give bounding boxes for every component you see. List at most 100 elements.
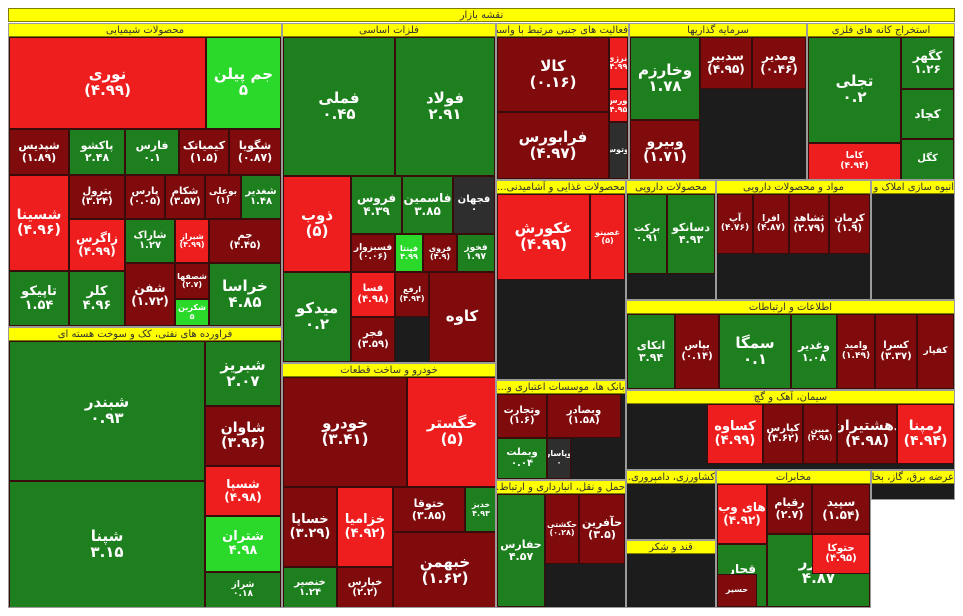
symbol-tile[interactable]: سمگا ۰.۱ (719, 314, 791, 389)
symbol-tile[interactable]: فرابورس (۴.۹۷) (497, 112, 609, 179)
symbol-tile[interactable]: نوری (۴.۹۹) (9, 37, 206, 129)
symbol-tile[interactable]: شبندر ۰.۹۳ (9, 341, 205, 481)
symbol-tile[interactable]: حکشتی (۰.۲۸) (545, 494, 579, 564)
symbol-tile[interactable]: انرژی(۴.۹۹) (609, 37, 628, 89)
symbol-tile[interactable]: فروی (۴.۹) (423, 234, 457, 272)
symbol-tile[interactable]: بوعلی (۱) (205, 175, 241, 219)
symbol-tile[interactable]: رمپنا (۴.۹۴) (897, 404, 954, 464)
sector-header[interactable]: محصولات غذایی و آشامیدنی... (497, 181, 625, 194)
symbol-tile[interactable]: شکربن ۵ (175, 299, 209, 326)
symbol-tile[interactable]: کچاد (901, 89, 954, 139)
symbol-tile[interactable]: خنصیر ۱.۲۴ (283, 567, 337, 607)
symbol-tile[interactable]: رقیام (۲.۷) (767, 484, 812, 534)
sector-header[interactable]: محصولات دارویی (627, 181, 715, 194)
symbol-tile[interactable]: وتجارت (۱.۶) (497, 394, 547, 438)
symbol-tile[interactable]: فولاد ۲.۹۱ (395, 37, 495, 176)
symbol-tile[interactable]: مبین (۴.۹۸) (803, 404, 837, 464)
symbol-tile[interactable]: شاوان (۳.۹۶) (205, 406, 281, 466)
symbol-tile[interactable]: خدیز ۴.۹۳ (465, 487, 495, 532)
symbol-tile[interactable]: شسینا (۴.۹۶) (9, 175, 69, 271)
symbol-tile[interactable]: فسبزوار (۰.۰۶) (351, 234, 395, 272)
symbol-tile[interactable]: سپید (۱.۵۴) (812, 484, 870, 534)
symbol-tile[interactable]: وامید (۱.۴۹) (837, 314, 875, 389)
symbol-tile[interactable]: شراز ۰.۱۸ (205, 572, 281, 607)
symbol-tile[interactable]: شیراز (۴.۹۹) (175, 219, 209, 263)
symbol-tile[interactable]: خساپا (۳.۲۹) (283, 487, 337, 567)
sector-header[interactable]: سرمایه گذاریها (630, 24, 806, 37)
symbol-tile[interactable]: شصفها (۲.۷) (175, 263, 209, 299)
symbol-tile[interactable]: بورس(۴.۹۵) (609, 89, 628, 122)
symbol-tile[interactable]: وخارزم ۱.۷۸ (630, 37, 700, 120)
symbol-tile[interactable]: کساوه (۴.۹۹) (707, 404, 763, 464)
symbol-tile[interactable]: وبصادر (۱.۵۸) (547, 394, 621, 438)
symbol-tile[interactable]: کیمیاتک (۱.۵) (179, 129, 229, 175)
symbol-tile[interactable]: خزامیا (۴.۹۲) (337, 487, 393, 567)
symbol-tile[interactable]: ختوقا (۳.۸۵) (393, 487, 465, 532)
symbol-tile[interactable]: وبملت ۰.۰۴ (497, 438, 547, 479)
symbol-tile[interactable]: ثشاهد (۲.۷۹) (789, 194, 829, 254)
sector-header[interactable]: قند و شکر (627, 541, 715, 554)
symbol-tile[interactable]: فسا (۴.۹۸) (351, 272, 395, 317)
sector-header[interactable]: فعالیت های جنبی مرتبط با واسطه گ... (497, 24, 628, 37)
symbol-tile[interactable]: شبریز ۲.۰۷ (205, 341, 281, 406)
symbol-tile[interactable]: شغدیر ۱.۴۸ (241, 175, 281, 219)
symbol-tile[interactable]: غکورش (۴.۹۹) (497, 194, 590, 280)
sector-header[interactable]: فراورده های نفتی، کک و سوخت هسته ای (9, 328, 281, 341)
sector-header[interactable]: استخراج کانه های فلزی (808, 24, 954, 37)
symbol-tile[interactable]: کگهر ۱.۲۶ (901, 37, 954, 89)
symbol-tile[interactable]: حتوکا (۴.۹۵) (812, 534, 870, 574)
symbol-tile[interactable]: ذوب (۵) (283, 176, 351, 272)
symbol-tile[interactable]: کپارس (۴.۶۲) (763, 404, 803, 464)
sector-header[interactable]: حمل و نقل، انبارداری و ارتباط... (497, 481, 625, 494)
symbol-tile[interactable]: فاسمین ۳.۸۵ (402, 176, 453, 234)
symbol-tile[interactable]: ارفع (۴.۹۴) (395, 272, 429, 317)
symbol-tile[interactable]: شکام (۳.۵۷) (165, 175, 205, 219)
symbol-tile[interactable]: شگویا (۰.۸۷) (229, 129, 281, 175)
symbol-tile[interactable]: شپنا ۳.۱۵ (9, 481, 205, 607)
sector-header[interactable]: بانک ها، موسسات اعتباری و... (497, 381, 625, 394)
symbol-tile[interactable]: زاگرس (۴.۹۹) (69, 219, 125, 271)
symbol-tile[interactable]: آپ (۴.۷۶) (717, 194, 753, 254)
symbol-tile[interactable]: شتران ۴.۹۸ (205, 516, 281, 572)
sector-header[interactable]: مخابرات (717, 471, 870, 484)
symbol-tile[interactable]: های وب (۴.۹۲) (717, 484, 767, 544)
symbol-tile[interactable]: دسانکو ۴.۹۳ (667, 194, 715, 274)
symbol-tile[interactable]: فپنتا ۴.۹۹ (395, 234, 423, 272)
symbol-tile[interactable]: کالا (۰.۱۶) (497, 37, 609, 112)
symbol-tile[interactable]: پارس (۰.۰۵) (125, 175, 165, 219)
symbol-tile[interactable]: ومدیر (۰.۴۶) (752, 37, 806, 89)
symbol-tile[interactable]: تجلی ۰.۲ (808, 37, 901, 143)
symbol-tile[interactable]: فملی ۰.۴۵ (283, 37, 395, 176)
symbol-tile[interactable]: پاکشو ۲.۴۸ (69, 129, 125, 175)
sector-header[interactable]: فلزات اساسی (283, 24, 495, 37)
symbol-tile[interactable]: حآفرین (۳.۵) (579, 494, 625, 564)
sector-header[interactable]: محصولات شیمیایی (9, 24, 281, 37)
symbol-tile[interactable]: غصینو (۵) (590, 194, 625, 280)
symbol-tile[interactable]: خراسا ۴.۸۵ (209, 263, 281, 326)
symbol-tile[interactable]: شسپا (۴.۹۸) (205, 466, 281, 516)
symbol-tile[interactable]: خودرو (۳.۴۱) (283, 377, 407, 487)
symbol-tile[interactable]: اتکای ۳.۹۴ (627, 314, 675, 389)
symbol-tile[interactable]: لوتوس (609, 122, 628, 179)
symbol-tile[interactable]: کرمان (۱.۹) (829, 194, 870, 254)
symbol-tile[interactable]: دهشتیران(۴.۹۸) (837, 404, 897, 464)
sector-header[interactable]: خودرو و ساخت قطعات (283, 364, 495, 377)
symbol-tile[interactable]: کفپار (917, 314, 954, 389)
symbol-tile[interactable]: حسیر (717, 574, 757, 607)
symbol-tile[interactable]: کاما (۴.۹۴) (808, 143, 901, 179)
symbol-tile[interactable]: فجر (۳.۵۹) (351, 317, 395, 362)
symbol-tile[interactable]: جم پیلن ۵ (206, 37, 281, 129)
symbol-tile[interactable]: فخوز ۱.۹۷ (457, 234, 495, 272)
symbol-tile[interactable]: خگستر (۵) (407, 377, 495, 487)
symbol-tile[interactable]: کسرا (۳.۳۷) (875, 314, 917, 389)
symbol-tile[interactable]: شاراک ۱.۲۷ (125, 219, 175, 263)
symbol-tile[interactable]: فارس ۰.۱ (125, 129, 179, 175)
symbol-tile[interactable]: افرا (۴.۸۷) (753, 194, 789, 254)
sector-header[interactable]: کشاورزی، دامپروری... (627, 471, 715, 484)
symbol-tile[interactable]: شفن (۱.۷۲) (125, 263, 175, 326)
symbol-tile[interactable]: فروس ۴.۳۹ (351, 176, 402, 234)
sector-header[interactable]: سیمان، آهک و گچ (627, 391, 954, 404)
sector-header[interactable]: عرضه برق، گاز، بخار... (872, 471, 954, 484)
symbol-tile[interactable]: شپدیس (۱.۸۹) (9, 129, 69, 175)
symbol-tile[interactable]: جم (۴.۴۵) (209, 219, 281, 263)
